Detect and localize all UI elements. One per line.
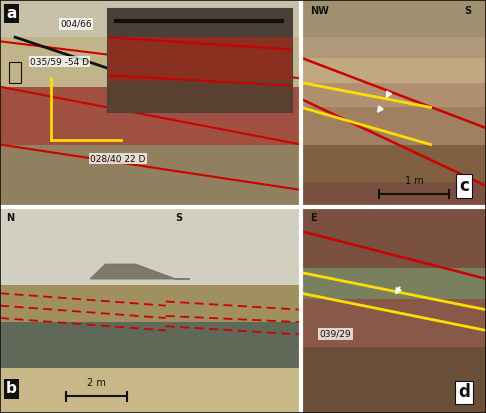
Bar [301,37,486,58]
Text: NW: NW [311,6,330,16]
Bar [301,107,486,145]
Text: c: c [459,177,469,195]
Bar [9,62,21,83]
Text: N: N [6,213,14,223]
Bar [301,347,486,413]
Text: 035/59 -54 D: 035/59 -54 D [30,57,89,66]
Bar [301,145,486,182]
Bar [301,182,486,206]
Bar [0,322,301,368]
Text: b: b [6,382,17,396]
Bar [107,37,292,81]
Text: a: a [6,6,17,21]
Bar [0,0,301,37]
Text: 1 m: 1 m [405,176,423,186]
Bar [301,83,486,107]
Bar [0,145,301,206]
Bar [0,206,301,285]
Text: 004/66: 004/66 [60,20,92,29]
Bar [301,0,486,37]
Text: 2 m: 2 m [87,378,106,388]
Text: 039/29: 039/29 [320,330,351,339]
Text: E: E [311,213,317,223]
Bar [301,299,486,347]
Polygon shape [90,264,190,279]
Bar [0,37,301,87]
Text: d: d [458,383,470,401]
Bar [301,58,486,83]
Bar [301,268,486,299]
Text: 028/40 22 D: 028/40 22 D [90,154,146,163]
Bar [0,285,301,322]
Bar [301,206,486,268]
Text: S: S [175,213,182,223]
Text: S: S [464,6,471,16]
Bar [107,81,292,112]
Bar [0,368,301,413]
Bar [0,87,301,145]
Bar [107,8,292,37]
